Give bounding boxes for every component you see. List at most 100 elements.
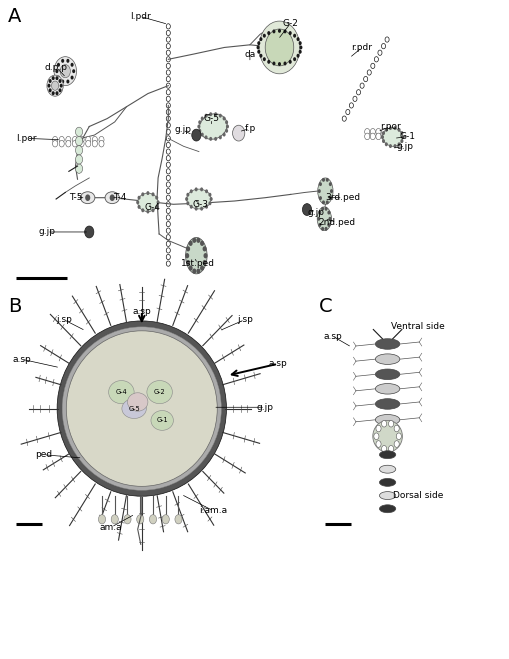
Circle shape: [262, 34, 265, 38]
Circle shape: [166, 221, 170, 227]
Circle shape: [283, 61, 286, 65]
Ellipse shape: [372, 420, 402, 452]
Circle shape: [201, 132, 204, 136]
Text: g.jp: g.jp: [307, 208, 324, 217]
Circle shape: [188, 241, 192, 246]
Circle shape: [366, 70, 371, 75]
Circle shape: [85, 194, 90, 201]
Circle shape: [196, 268, 200, 273]
Circle shape: [392, 126, 395, 130]
Text: T-4: T-4: [113, 193, 126, 202]
Text: a.sp: a.sp: [132, 306, 151, 316]
Circle shape: [166, 228, 170, 233]
Circle shape: [328, 182, 331, 186]
Circle shape: [61, 80, 64, 84]
Circle shape: [79, 136, 84, 143]
Circle shape: [59, 140, 64, 147]
Circle shape: [257, 41, 260, 45]
Ellipse shape: [122, 399, 146, 418]
Text: d.p.p: d.p.p: [44, 63, 68, 72]
Circle shape: [111, 515, 118, 524]
Circle shape: [392, 133, 397, 140]
Circle shape: [86, 136, 91, 143]
Circle shape: [84, 226, 94, 238]
Circle shape: [166, 37, 170, 42]
Circle shape: [191, 129, 201, 141]
Ellipse shape: [137, 193, 158, 212]
Ellipse shape: [151, 411, 173, 430]
Circle shape: [166, 182, 170, 187]
Text: g.jp: g.jp: [256, 403, 273, 412]
Circle shape: [203, 253, 207, 258]
Text: G-4: G-4: [115, 389, 127, 395]
Circle shape: [166, 76, 170, 82]
Circle shape: [272, 30, 275, 34]
Circle shape: [342, 116, 346, 121]
Circle shape: [318, 196, 321, 200]
Circle shape: [209, 197, 212, 201]
Ellipse shape: [62, 327, 221, 490]
Circle shape: [267, 31, 270, 35]
Circle shape: [192, 268, 196, 273]
Circle shape: [208, 192, 211, 196]
Circle shape: [328, 196, 331, 200]
Circle shape: [75, 146, 82, 155]
Ellipse shape: [379, 451, 395, 459]
Circle shape: [200, 241, 204, 246]
Circle shape: [189, 205, 192, 209]
Circle shape: [381, 420, 386, 427]
Circle shape: [381, 43, 385, 49]
Circle shape: [52, 140, 58, 147]
Circle shape: [302, 204, 311, 215]
Circle shape: [66, 136, 71, 143]
Circle shape: [136, 200, 139, 204]
Circle shape: [166, 116, 170, 121]
Circle shape: [384, 142, 387, 146]
Circle shape: [214, 112, 217, 116]
Circle shape: [52, 136, 58, 143]
Circle shape: [188, 266, 192, 271]
Circle shape: [388, 126, 391, 130]
Circle shape: [79, 140, 84, 147]
Circle shape: [381, 445, 386, 452]
Circle shape: [166, 248, 170, 253]
Circle shape: [364, 133, 369, 140]
Circle shape: [186, 192, 189, 196]
Circle shape: [373, 433, 378, 440]
Circle shape: [55, 91, 59, 95]
Text: r.pdr: r.pdr: [351, 43, 372, 52]
Circle shape: [72, 69, 75, 73]
Ellipse shape: [66, 331, 217, 486]
Circle shape: [296, 54, 299, 58]
Text: Dorsal side: Dorsal side: [392, 491, 442, 500]
Circle shape: [377, 50, 381, 55]
Circle shape: [321, 178, 324, 182]
Text: 2nd.ped: 2nd.ped: [318, 217, 354, 227]
Circle shape: [381, 131, 384, 135]
Circle shape: [146, 210, 149, 214]
Text: ped: ped: [35, 450, 52, 459]
Circle shape: [232, 125, 244, 141]
Circle shape: [267, 60, 270, 64]
Circle shape: [92, 136, 97, 143]
Circle shape: [364, 129, 369, 135]
Circle shape: [92, 140, 97, 147]
Text: f.p: f.p: [244, 124, 255, 133]
Circle shape: [277, 29, 280, 33]
Circle shape: [66, 140, 71, 147]
Circle shape: [256, 45, 259, 49]
Circle shape: [388, 144, 391, 148]
Circle shape: [55, 69, 59, 73]
Text: l.pdr: l.pdr: [130, 12, 150, 21]
Text: l.por: l.por: [16, 134, 37, 143]
Circle shape: [109, 194, 115, 201]
Circle shape: [375, 441, 380, 447]
Circle shape: [356, 90, 360, 95]
Circle shape: [317, 217, 320, 221]
Circle shape: [185, 253, 189, 258]
Text: G-1: G-1: [156, 417, 167, 424]
Circle shape: [155, 196, 158, 200]
Circle shape: [70, 76, 73, 80]
Circle shape: [298, 50, 301, 54]
Circle shape: [318, 182, 321, 186]
